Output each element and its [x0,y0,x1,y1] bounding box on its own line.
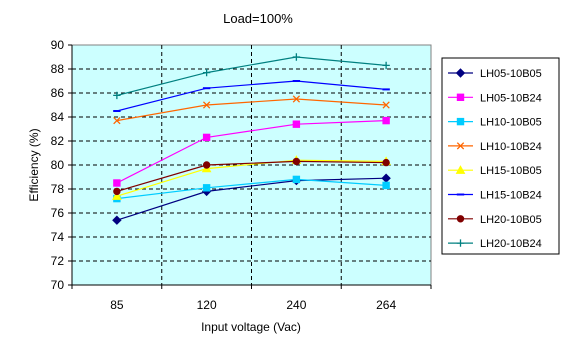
series-lh20-10b24 [113,53,390,100]
legend-label: LH10-10B24 [480,141,542,153]
data-point [113,116,121,125]
data-point [382,158,390,167]
data-point [112,191,122,200]
data-point [112,215,122,225]
x-tick-label: 264 [376,298,396,312]
series-lh05-10b24 [113,116,390,187]
legend-label: LH20-10B05 [480,214,542,226]
legend-label: LH20-10B24 [480,238,542,250]
data-point [292,53,301,61]
data-point [382,181,390,190]
data-point [113,187,121,196]
series-lh10-10b24 [113,95,390,125]
legend: LH05-10B05 LH05-10B24 LH10-10B05 LH10-10B24… [441,57,560,255]
data-point [113,179,121,187]
series-line [116,177,387,221]
data-point [292,157,301,166]
axes: 70 72 74 76 78 80 82 84 86 88 90 85 120 240 264 [51,38,432,312]
legend-label: LH10-10B05 [480,117,542,129]
legend-item: LH10-10B24 [448,141,542,153]
series-line [116,160,387,192]
data-point [382,101,390,109]
series-lh15-10b24 [113,80,390,112]
series-line [116,178,387,200]
y-tick-label: 76 [51,206,65,220]
legend-marker [455,165,466,174]
data-point [202,184,211,192]
data-point [382,61,390,70]
y-tick-label: 86 [51,86,65,100]
legend-marker [456,93,465,101]
series-line [116,80,387,112]
y-tick-label: 70 [51,278,65,292]
data-point [202,101,211,109]
y-tick-label: 72 [51,254,65,268]
legend-item: LH10-10B05 [448,117,542,129]
legend-marker [455,68,466,78]
legend-label: LH05-10B24 [480,92,542,104]
legend-item: LH20-10B24 [448,238,542,250]
data-point [292,120,301,128]
data-point [202,68,211,77]
y-axis-title: Efficiency (%) [27,128,41,201]
legend-item: LH15-10B24 [448,190,542,202]
data-point [292,95,301,103]
y-tick-label: 90 [51,38,65,52]
legend-label: LH15-10B24 [480,190,542,202]
chart-title: Load=100% [223,11,293,26]
y-tick-label: 80 [51,158,65,172]
series-line [116,159,387,197]
x-tick-label: 120 [197,298,217,312]
data-point [382,116,390,125]
y-tick-label: 82 [51,134,65,148]
y-tick-label: 78 [51,182,65,196]
data-point [113,91,121,100]
legend-marker [456,117,465,126]
legend-item: LH05-10B24 [448,92,542,104]
legend-label: LH05-10B05 [480,68,542,80]
x-tick-label: 85 [110,298,124,312]
data-point [202,133,211,142]
series-line [116,120,387,184]
y-tick-label: 84 [51,110,65,124]
gridlines [72,45,431,285]
legend-marker [456,215,465,223]
x-tick-label: 240 [286,298,306,312]
series-group [112,53,391,225]
series-line [116,98,387,122]
series-lh20-10b05 [113,157,390,196]
data-point [292,175,301,184]
legend-label: LH15-10B05 [480,165,542,177]
legend-item: LH15-10B05 [448,165,542,177]
data-point [202,161,211,169]
x-axis-title: Input voltage (Vac) [201,320,301,334]
legend-item: LH20-10B05 [448,214,542,226]
legend-marker [456,239,465,247]
legend-item: LH05-10B05 [448,68,542,80]
series-line [116,56,387,96]
legend-marker [456,142,465,150]
y-tick-label: 88 [51,62,65,76]
y-tick-label: 74 [51,230,65,244]
